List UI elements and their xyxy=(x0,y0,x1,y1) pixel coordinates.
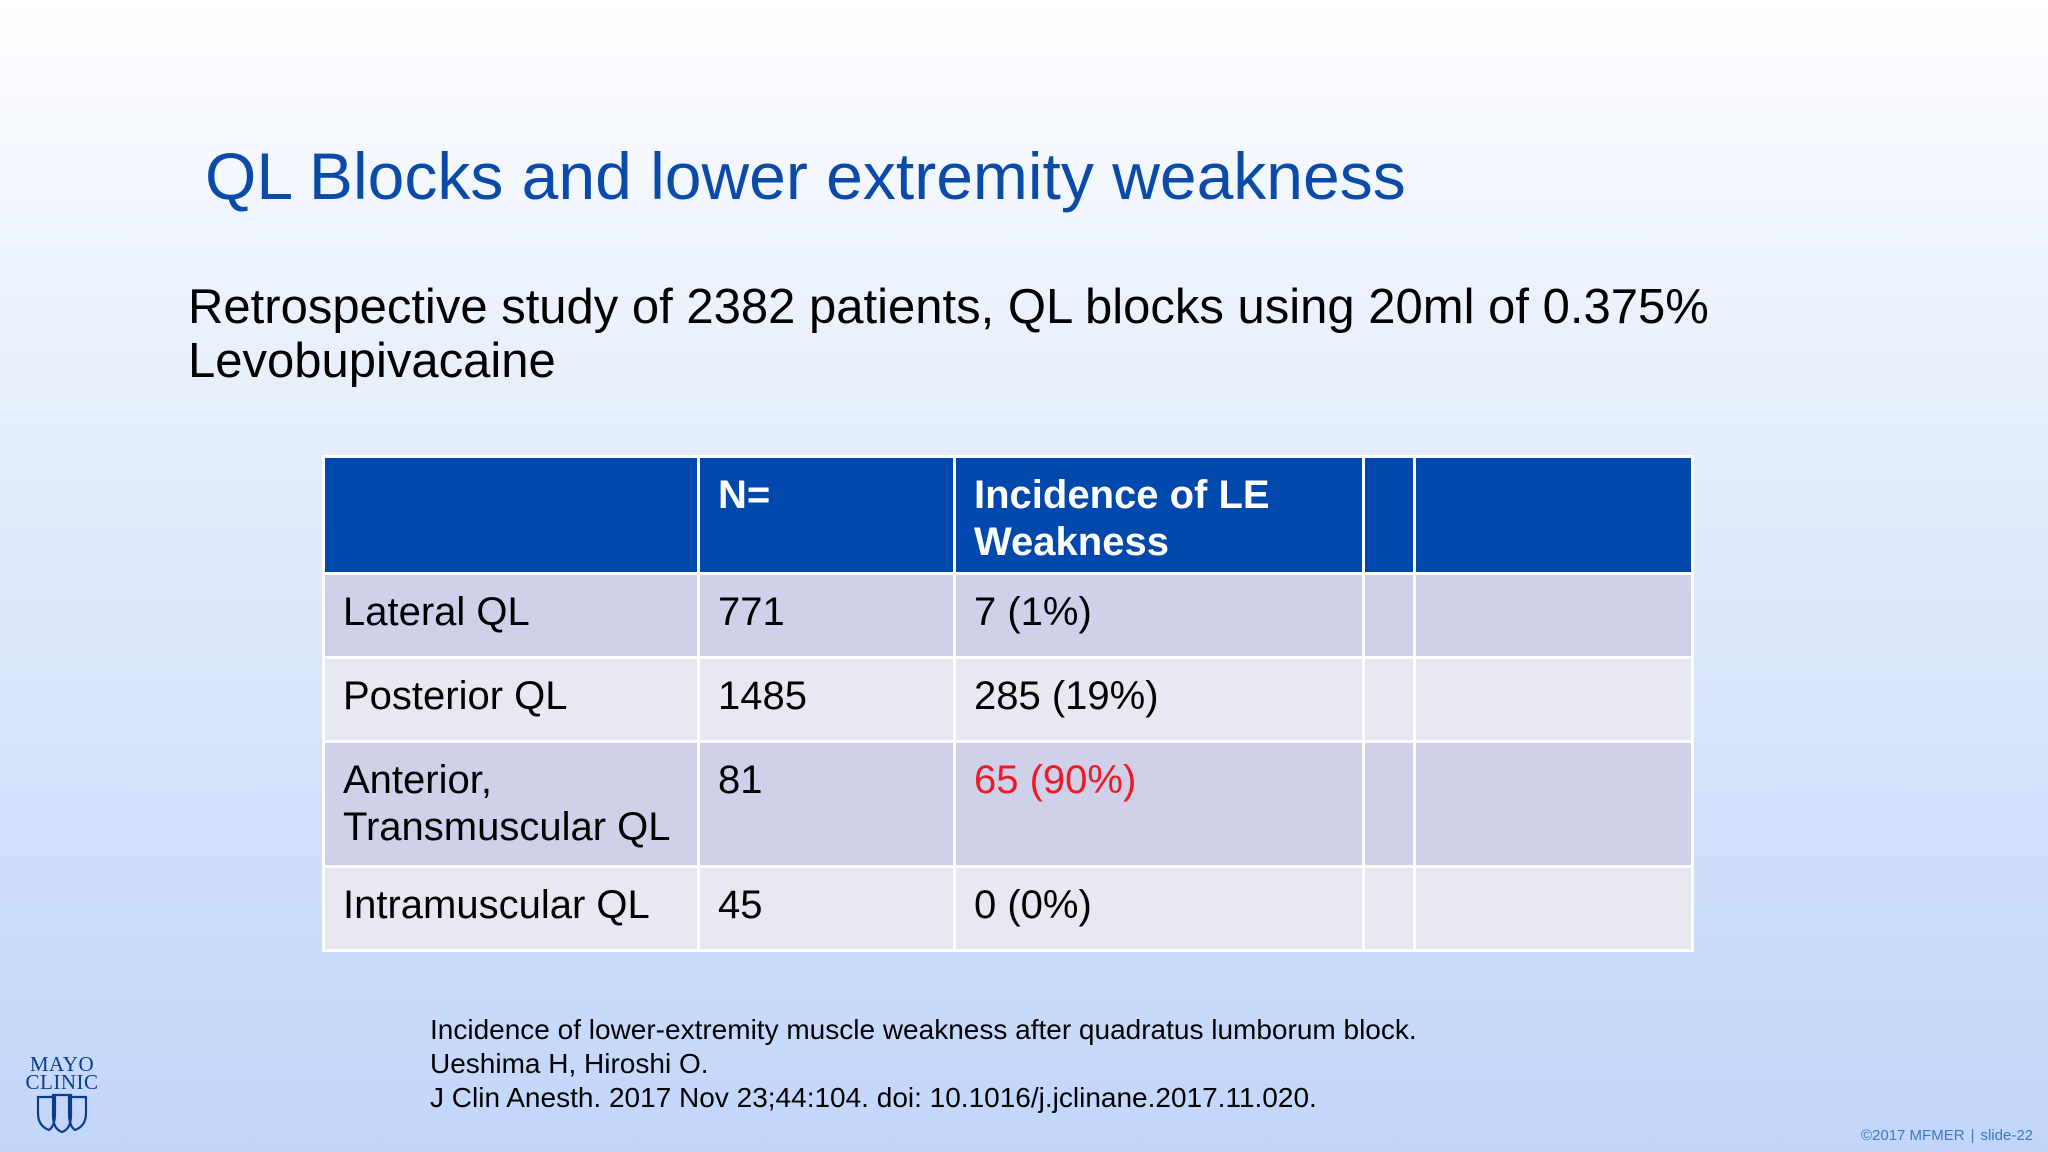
results-table: N= Incidence of LE Weakness Lateral QL 7… xyxy=(322,455,1694,952)
header-cell-n: N= xyxy=(697,455,956,575)
row-incidence: 0 (0%) xyxy=(953,865,1365,952)
row-empty-cell xyxy=(1362,572,1416,659)
header-cell-empty-2 xyxy=(1413,455,1694,575)
row-incidence: 7 (1%) xyxy=(953,572,1365,659)
table-header-row: N= Incidence of LE Weakness xyxy=(322,455,1694,575)
slide-footer: ©2017 MFMER | slide-22 xyxy=(1861,1127,2033,1144)
row-incidence: 285 (19%) xyxy=(953,656,1365,743)
row-n: 1485 xyxy=(697,656,956,743)
citation-authors: Ueshima H, Hiroshi O. xyxy=(430,1048,709,1079)
table-row: Anterior, Transmuscular QL 81 65 (90%) xyxy=(322,740,1694,868)
row-empty-cell xyxy=(1413,740,1694,868)
logo-text-clinic: CLINIC xyxy=(25,1070,99,1094)
shield-icon xyxy=(36,1093,88,1133)
table-row: Posterior QL 1485 285 (19%) xyxy=(322,656,1694,743)
row-n: 81 xyxy=(697,740,956,868)
footer-separator: | xyxy=(1970,1127,1975,1144)
citation: Incidence of lower-extremity muscle weak… xyxy=(430,1013,1417,1115)
footer-slide-number: slide-22 xyxy=(1980,1127,2033,1144)
table-row: Lateral QL 771 7 (1%) xyxy=(322,572,1694,659)
citation-title: Incidence of lower-extremity muscle weak… xyxy=(430,1014,1417,1045)
row-label: Intramuscular QL xyxy=(322,865,700,952)
row-empty-cell xyxy=(1362,865,1416,952)
citation-journal: J Clin Anesth. 2017 Nov 23;44:104. doi: … xyxy=(430,1082,1317,1113)
header-cell-incidence: Incidence of LE Weakness xyxy=(953,455,1365,575)
row-empty-cell xyxy=(1413,656,1694,743)
row-empty-cell xyxy=(1362,656,1416,743)
row-empty-cell xyxy=(1413,865,1694,952)
row-empty-cell xyxy=(1362,740,1416,868)
row-empty-cell xyxy=(1413,572,1694,659)
footer-copyright: ©2017 MFMER xyxy=(1860,1127,1965,1144)
row-label: Anterior, Transmuscular QL xyxy=(322,740,700,868)
logo-text-mayo: MAYO xyxy=(29,1052,95,1076)
header-cell-label xyxy=(322,455,700,575)
slide-subtitle: Retrospective study of 2382 patients, QL… xyxy=(188,280,1709,388)
header-cell-empty-1 xyxy=(1362,455,1416,575)
row-n: 771 xyxy=(697,572,956,659)
row-incidence-highlight: 65 (90%) xyxy=(953,740,1365,868)
row-n: 45 xyxy=(697,865,956,952)
row-label: Lateral QL xyxy=(322,572,700,659)
table-row: Intramuscular QL 45 0 (0%) xyxy=(322,865,1694,952)
row-label: Posterior QL xyxy=(322,656,700,743)
slide-title: QL Blocks and lower extremity weakness xyxy=(205,139,1406,213)
mayo-clinic-logo: MAYO CLINIC xyxy=(22,1052,102,1133)
